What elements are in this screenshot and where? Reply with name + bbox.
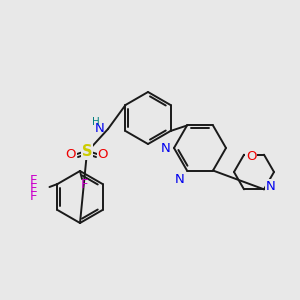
Text: N: N [175,172,185,185]
Text: N: N [161,142,171,154]
Text: F: F [81,178,89,191]
Text: O: O [246,150,256,163]
Text: O: O [66,148,76,160]
Text: O: O [98,148,108,160]
Text: N: N [266,180,276,193]
Text: S: S [82,145,92,160]
Text: H: H [92,117,100,127]
Text: F: F [30,175,38,188]
Text: F: F [30,182,38,196]
Text: N: N [95,122,105,136]
Text: F: F [30,190,38,203]
